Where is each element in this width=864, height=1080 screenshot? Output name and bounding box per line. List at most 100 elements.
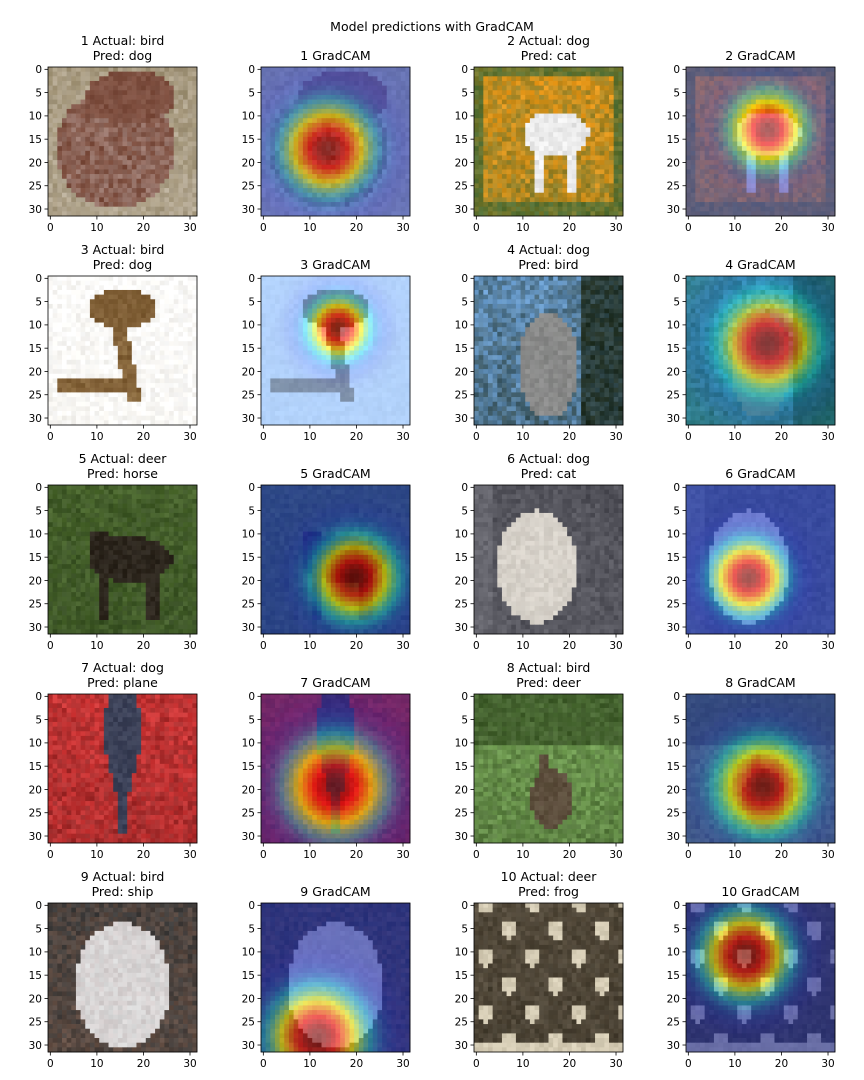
x-tick-label: 30 [609,1058,622,1070]
sample-4-gradcam-panel: 0 10 20 30 0 5 10 15 20 25 30 4 GradCAM [667,257,836,443]
y-tick-label: 30 [29,413,42,425]
y-tick-label: 5 [248,87,255,99]
y-tick-label: 25 [667,181,680,193]
y-tick-label: 30 [29,1040,42,1052]
sample-3-gradcam-frame [260,275,411,426]
sample-3-gradcam-title: 3 GradCAM [300,257,370,272]
sample-10-gradcam-frame [685,902,836,1053]
y-tick-label: 15 [455,970,468,982]
sample-7-image-frame [47,693,198,844]
sample-7-image [48,694,198,844]
y-tick-label: 25 [242,390,255,402]
y-tick-label: 5 [673,714,680,726]
y-tick-label: 0 [673,691,680,703]
sample-3-pred-label: Pred: dog [93,257,153,272]
sample-9-actual-label: 9 Actual: bird [81,869,165,884]
sample-3-image-frame [47,275,198,426]
x-tick-label: 20 [563,222,576,234]
sample-5-image [48,485,198,635]
y-tick-label: 5 [673,923,680,935]
y-tick-label: 5 [35,505,42,517]
sample-1-gradcam-frame [260,66,411,217]
y-tick-label: 25 [455,1017,468,1029]
sample-1-actual-label: 1 Actual: bird [81,33,165,48]
y-tick-label: 30 [667,204,680,216]
y-tick-label: 5 [673,296,680,308]
x-tick-label: 10 [516,640,529,652]
x-tick-label: 20 [350,431,363,443]
y-tick-label: 5 [461,505,468,517]
y-tick-label: 10 [455,947,468,959]
y-tick-label: 20 [242,366,255,378]
y-tick-label: 0 [248,273,255,285]
y-tick-label: 30 [242,1040,255,1052]
x-tick-label: 30 [609,640,622,652]
x-tick-label: 30 [821,640,834,652]
sample-7-gradcam-frame [260,693,411,844]
sample-1-gradcam-heatmap [261,67,411,217]
x-tick-label: 20 [137,640,150,652]
y-tick-label: 5 [35,296,42,308]
y-tick-label: 10 [242,111,255,123]
y-tick-label: 20 [455,366,468,378]
y-tick-label: 20 [667,366,680,378]
x-tick-label: 30 [821,222,834,234]
y-tick-label: 5 [248,505,255,517]
y-tick-label: 10 [667,738,680,750]
x-tick-label: 10 [303,640,316,652]
x-tick-label: 20 [563,849,576,861]
x-tick-label: 30 [183,640,196,652]
sample-10-pred-label: Pred: frog [518,884,579,899]
sample-4-gradcam-frame [685,275,836,426]
y-tick-label: 25 [29,390,42,402]
y-tick-label: 20 [242,993,255,1005]
y-tick-label: 10 [29,947,42,959]
sample-8-gradcam-frame [685,693,836,844]
x-tick-label: 0 [260,1058,267,1070]
sample-1-image-frame [47,66,198,217]
sample-2-gradcam-panel: 0 10 20 30 0 5 10 15 20 25 30 2 GradCAM [667,48,836,234]
x-tick-label: 0 [47,222,54,234]
y-tick-label: 15 [242,343,255,355]
y-tick-label: 20 [29,575,42,587]
sample-10-gradcam-panel: 0 10 20 30 0 5 10 15 20 25 30 10 GradCAM [667,884,836,1070]
sample-8-pred-label: Pred: deer [516,675,581,690]
x-tick-label: 0 [260,849,267,861]
y-tick-label: 15 [29,343,42,355]
x-tick-label: 0 [260,222,267,234]
y-tick-label: 0 [461,64,468,76]
y-tick-label: 5 [461,923,468,935]
sample-3-gradcam-panel: 0 10 20 30 0 5 10 15 20 25 30 3 GradCAM [242,257,411,443]
y-tick-label: 15 [242,134,255,146]
y-tick-label: 30 [242,413,255,425]
y-tick-label: 5 [35,714,42,726]
sample-2-gradcam-frame [685,66,836,217]
x-tick-label: 10 [303,849,316,861]
sample-9-image-frame [47,902,198,1053]
x-tick-label: 20 [775,1058,788,1070]
sample-1-gradcam-title: 1 GradCAM [300,48,370,63]
sample-4-actual-label: 4 Actual: dog [507,242,590,257]
sample-2-pred-label: Pred: cat [521,48,577,63]
sample-4-pred-label: Pred: bird [518,257,578,272]
sample-6-gradcam-frame [685,484,836,635]
y-tick-label: 10 [455,738,468,750]
y-tick-label: 15 [667,970,680,982]
y-tick-label: 10 [667,111,680,123]
y-tick-label: 0 [248,691,255,703]
x-tick-label: 30 [609,849,622,861]
y-tick-label: 20 [29,366,42,378]
sample-10-image-frame [473,902,624,1053]
y-tick-label: 0 [248,900,255,912]
y-tick-label: 20 [455,993,468,1005]
y-tick-label: 5 [673,505,680,517]
sample-7-gradcam-heatmap [261,694,411,844]
sample-7-actual-label: 7 Actual: dog [81,660,164,675]
y-tick-label: 15 [29,761,42,773]
sample-9-gradcam-panel: 0 10 20 30 0 5 10 15 20 25 30 9 GradCAM [242,884,411,1070]
